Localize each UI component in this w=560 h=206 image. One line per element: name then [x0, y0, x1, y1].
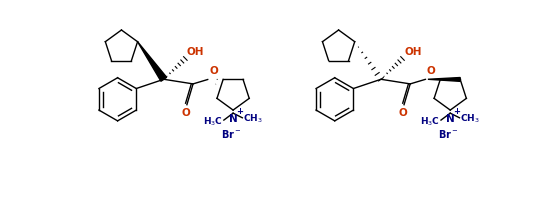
Text: Br$^-$: Br$^-$: [438, 127, 459, 139]
Text: N: N: [446, 114, 455, 124]
Text: +: +: [236, 107, 243, 116]
Text: O: O: [209, 65, 218, 75]
Text: CH$_3$: CH$_3$: [243, 112, 263, 124]
Text: CH$_3$: CH$_3$: [460, 112, 480, 124]
Text: O: O: [426, 65, 435, 75]
Text: O: O: [399, 108, 408, 117]
Text: OH: OH: [404, 47, 422, 57]
Polygon shape: [428, 78, 460, 82]
Text: OH: OH: [187, 47, 204, 57]
Text: O: O: [182, 108, 190, 117]
Text: H$_3$C: H$_3$C: [203, 115, 223, 128]
Text: Br$^-$: Br$^-$: [221, 127, 242, 139]
Text: +: +: [453, 107, 460, 116]
Polygon shape: [138, 42, 167, 82]
Text: N: N: [228, 114, 237, 124]
Text: H$_3$C: H$_3$C: [421, 115, 440, 128]
